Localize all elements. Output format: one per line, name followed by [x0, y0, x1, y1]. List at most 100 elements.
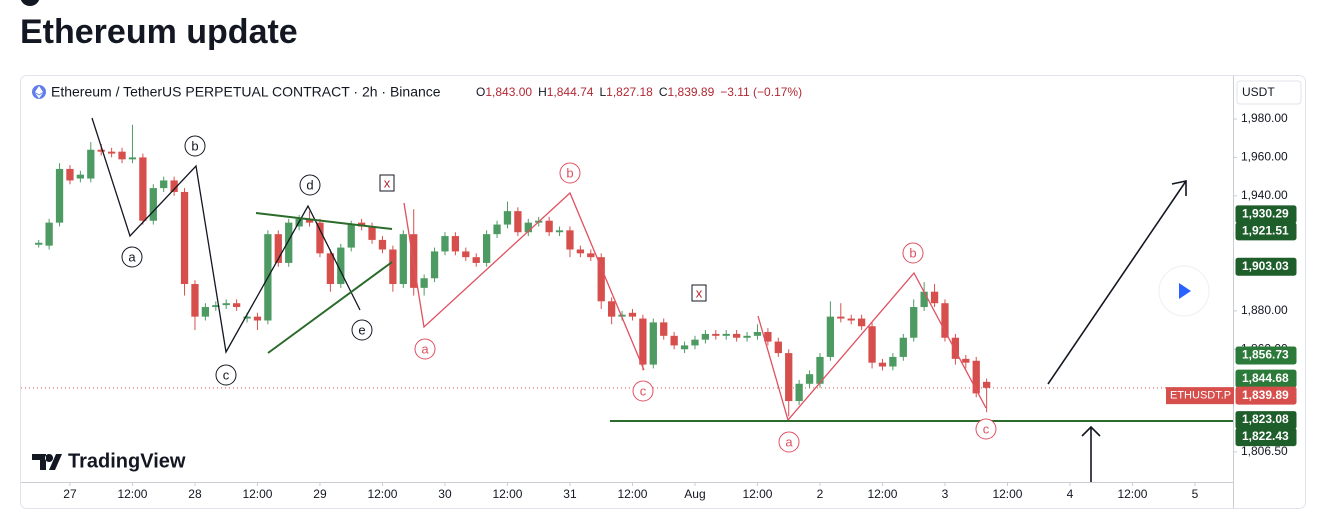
symbol-line: Ethereum / TetherUS PERPETUAL CONTRACT ·… — [51, 84, 441, 100]
candle-body — [951, 337, 960, 359]
candle-body — [316, 222, 324, 254]
candle-body — [451, 236, 460, 252]
price-tag-label: 1,822.43 — [1242, 429, 1289, 443]
candle-body — [128, 157, 137, 160]
candle-body — [35, 242, 43, 245]
wave-label: a — [785, 434, 793, 449]
logo-fragment — [20, 0, 40, 6]
candle-body — [482, 234, 491, 263]
candle-body — [962, 358, 970, 363]
candle-body — [389, 249, 397, 285]
target-arrow-head — [1171, 180, 1187, 196]
candle-body — [660, 322, 668, 336]
candle-body — [847, 318, 855, 321]
price-tag-border — [1235, 346, 1297, 365]
candle-body — [889, 356, 897, 367]
candle-body — [503, 211, 512, 225]
candle-body — [795, 383, 803, 402]
price-tag-label: 1,921.51 — [1242, 224, 1289, 238]
up-arrow-head — [1081, 425, 1101, 437]
candle-body — [857, 318, 866, 327]
candle-body — [420, 278, 428, 288]
candle-body — [66, 168, 74, 181]
candle-body — [753, 331, 762, 336]
candle-body — [639, 318, 647, 365]
price-tag-label: 1,930.29 — [1242, 207, 1289, 221]
wave-label-ring — [121, 246, 143, 268]
symbol-tag — [1166, 387, 1234, 405]
price-tag-label: 1,903.03 — [1242, 259, 1289, 273]
candle-body — [524, 222, 532, 233]
candle-body — [691, 339, 699, 346]
x-tick-label: 12:00 — [492, 487, 522, 501]
chart-frame — [20, 75, 1306, 509]
candle-body — [462, 251, 470, 258]
candle-body — [618, 314, 626, 317]
x-tick-label: 5 — [1192, 487, 1199, 501]
x-tick-label: 12:00 — [742, 487, 772, 501]
price-tag — [1236, 347, 1296, 365]
candle-body — [76, 174, 85, 179]
candle-body — [587, 253, 595, 258]
x-tick-label: 12:00 — [117, 487, 147, 501]
candle-body — [774, 341, 782, 354]
candle-body — [180, 191, 189, 285]
triangle-lower — [267, 261, 393, 354]
candle-body — [712, 333, 720, 336]
candle-body — [118, 151, 126, 160]
candle-body — [576, 249, 585, 254]
ohlc-value: 1,844.74 — [547, 85, 594, 99]
candle-body — [285, 222, 293, 263]
currency-box[interactable] — [1236, 80, 1302, 105]
candle-body — [628, 312, 637, 317]
candle-body — [743, 335, 751, 338]
ohlc-key: C — [659, 85, 668, 99]
x-tick-label: 29 — [313, 487, 327, 501]
wave-label-ring — [184, 135, 206, 157]
candle-body — [243, 316, 251, 319]
ohlc-value: 1,843.00 — [485, 85, 532, 99]
candle-body — [566, 230, 574, 250]
candle-body — [149, 188, 157, 221]
candle-body — [305, 218, 314, 223]
wave-label: d — [306, 177, 313, 192]
price-tag-border — [1235, 386, 1297, 405]
wave-label: a — [421, 341, 429, 356]
target-arrow — [1047, 180, 1187, 385]
candle-body — [805, 374, 814, 384]
black-wave — [91, 117, 361, 354]
candle-body — [326, 253, 335, 285]
candle-body — [107, 151, 116, 154]
candle-body — [472, 257, 480, 263]
candle-body — [222, 303, 230, 306]
y-tick-label: 1,980.00 — [1241, 111, 1288, 125]
price-tag — [1236, 222, 1296, 240]
ohlc-text: O1,843.00 H1,844.74 L1,827.18 C1,839.89 −3.1… — [476, 85, 802, 99]
candle-body — [910, 307, 918, 338]
candle-body — [212, 305, 220, 308]
candle-body — [368, 226, 376, 240]
price-tag-label: 1,823.08 — [1242, 412, 1289, 426]
wave-label-box — [379, 174, 395, 192]
price-tag-border — [1235, 222, 1297, 241]
candle-body — [930, 291, 939, 304]
candle-body — [555, 230, 564, 233]
candle-body — [232, 303, 241, 308]
candle-body — [160, 180, 168, 189]
candle-body — [191, 284, 199, 317]
wave-labels: b a c d e x a b c x b a c — [121, 135, 997, 453]
x-tick-label: 12:00 — [1117, 487, 1147, 501]
wave-label: b — [909, 245, 916, 260]
candle-body — [545, 220, 553, 233]
price-tag-label: 1,844.68 — [1242, 371, 1289, 385]
price-tag-border — [1235, 428, 1297, 447]
x-tick-label: 12:00 — [242, 487, 272, 501]
wave-label-ring — [975, 418, 997, 440]
candle-body — [170, 180, 178, 192]
candle-body — [837, 316, 845, 319]
red-wave-1 — [403, 191, 645, 371]
eth-icon-glyph — [35, 86, 43, 99]
x-tick-label: 4 — [1067, 487, 1074, 501]
candle-body — [972, 360, 980, 394]
